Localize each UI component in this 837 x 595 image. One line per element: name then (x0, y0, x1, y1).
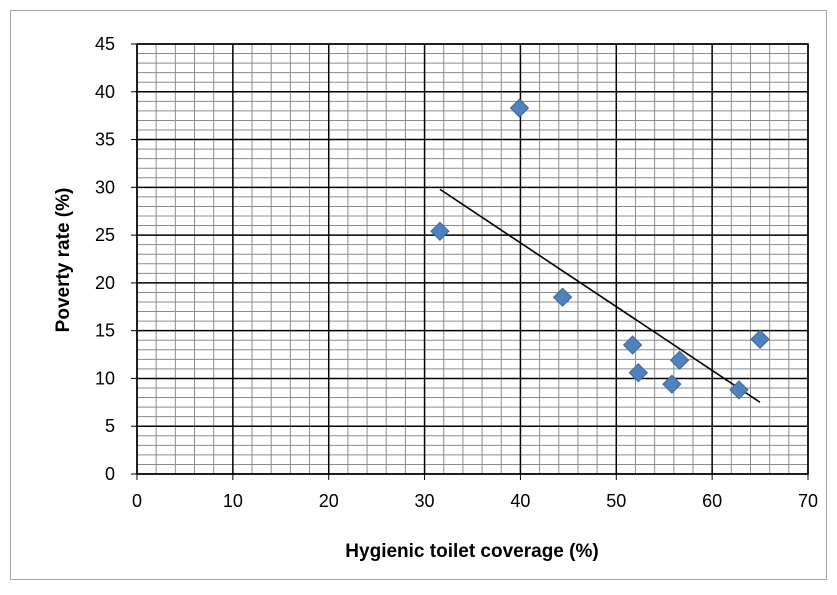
linear-trendline (439, 188, 761, 403)
data-point-marker (662, 374, 682, 394)
x-tick-label: 20 (319, 491, 339, 511)
data-points (430, 98, 770, 400)
y-tick-labels: 0 5 10 15 20 25 30 35 40 45 (95, 34, 137, 484)
y-tick-label: 20 (95, 273, 115, 293)
y-tick-label: 15 (95, 321, 115, 341)
y-axis-title: Poverty rate (%) (53, 188, 74, 333)
data-point-marker (509, 98, 530, 118)
x-tick-labels: 0 10 20 30 40 50 60 70 (132, 474, 818, 511)
axes (136, 43, 809, 475)
x-tick-label: 70 (798, 491, 818, 511)
x-tick-label: 40 (510, 491, 530, 511)
data-point-marker (628, 363, 649, 383)
data-point-marker (622, 335, 643, 355)
minor-gridlines (137, 44, 808, 474)
y-tick-label: 30 (95, 177, 115, 197)
data-point-marker (430, 221, 450, 241)
x-tick-label: 0 (132, 491, 142, 511)
x-axis-title: Hygienic toilet coverage (%) (345, 541, 598, 562)
data-point-marker (750, 329, 770, 349)
y-tick-label: 45 (95, 34, 115, 54)
x-tick-label: 50 (606, 491, 626, 511)
chart-border (10, 10, 827, 580)
data-point-marker (669, 350, 690, 370)
y-tick-label: 5 (105, 416, 115, 436)
plot-area-border (136, 43, 809, 475)
y-tick-label: 35 (95, 130, 115, 150)
data-point-marker (729, 380, 749, 400)
data-point-marker (552, 287, 573, 307)
x-tick-label: 60 (702, 491, 722, 511)
y-tick-label: 40 (95, 82, 115, 102)
trendline-group (439, 188, 761, 403)
y-tick-label: 10 (95, 368, 115, 388)
x-tick-label: 10 (223, 491, 243, 511)
x-tick-label: 30 (415, 491, 435, 511)
y-tick-label: 0 (105, 464, 115, 484)
y-tick-label: 25 (95, 225, 115, 245)
